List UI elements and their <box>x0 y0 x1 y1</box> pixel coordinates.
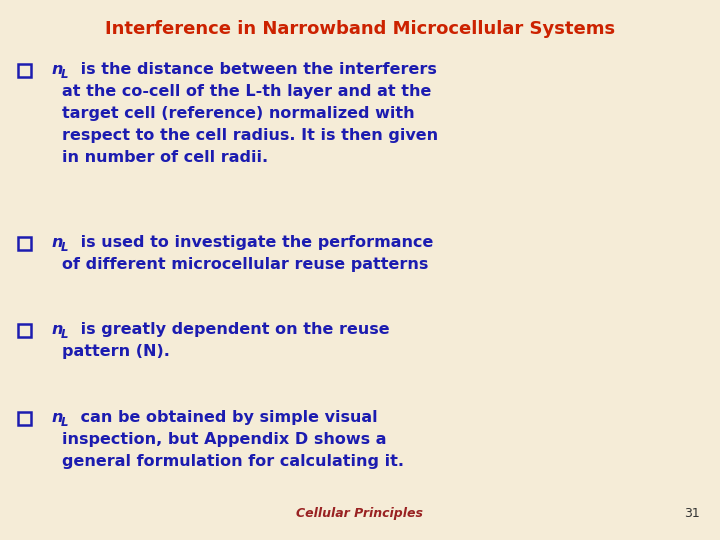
Text: can be obtained by simple visual: can be obtained by simple visual <box>75 410 377 425</box>
Text: n: n <box>52 235 63 250</box>
Bar <box>18 412 31 425</box>
Text: is used to investigate the performance: is used to investigate the performance <box>75 235 433 250</box>
Text: at the co-cell of the L-th layer and at the: at the co-cell of the L-th layer and at … <box>62 84 431 99</box>
Text: L: L <box>61 328 68 341</box>
Text: L: L <box>61 241 68 254</box>
Text: L: L <box>61 416 68 429</box>
Bar <box>18 64 31 77</box>
Bar <box>18 324 31 337</box>
Text: respect to the cell radius. It is then given: respect to the cell radius. It is then g… <box>62 128 438 143</box>
Text: inspection, but Appendix D shows a: inspection, but Appendix D shows a <box>62 432 387 447</box>
Text: n: n <box>52 410 63 425</box>
Text: in number of cell radii.: in number of cell radii. <box>62 150 268 165</box>
Text: Cellular Principles: Cellular Principles <box>297 507 423 520</box>
Text: n: n <box>52 62 63 77</box>
Text: n: n <box>52 322 63 337</box>
Text: general formulation for calculating it.: general formulation for calculating it. <box>62 454 404 469</box>
Text: pattern (N).: pattern (N). <box>62 344 170 359</box>
Text: Interference in Narrowband Microcellular Systems: Interference in Narrowband Microcellular… <box>105 20 615 38</box>
Bar <box>18 237 31 250</box>
Text: target cell (reference) normalized with: target cell (reference) normalized with <box>62 106 415 121</box>
Text: 31: 31 <box>684 507 700 520</box>
Text: is greatly dependent on the reuse: is greatly dependent on the reuse <box>75 322 390 337</box>
Text: is the distance between the interferers: is the distance between the interferers <box>75 62 437 77</box>
Text: L: L <box>61 68 68 81</box>
Text: of different microcellular reuse patterns: of different microcellular reuse pattern… <box>62 257 428 272</box>
